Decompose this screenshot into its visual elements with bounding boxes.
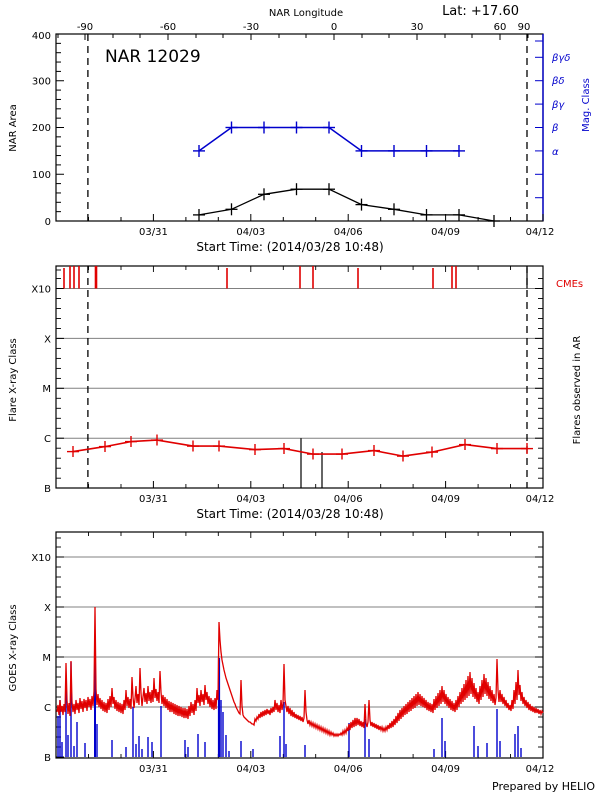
panel2-ytick-label: X10 bbox=[31, 285, 51, 296]
panel2-ytick-label: B bbox=[44, 484, 51, 495]
top-tick-label: 30 bbox=[411, 22, 424, 33]
panel2-ytick-label: M bbox=[42, 384, 51, 395]
panel1-xtick-label: 04/12 bbox=[526, 227, 555, 238]
panel3-xtick-label: 04/06 bbox=[334, 764, 363, 775]
panel1-right-ylabel: Mag. Class bbox=[581, 78, 592, 132]
panel1-y-ticks: 0 100 200 300 400 bbox=[32, 31, 64, 228]
nar-area-series bbox=[193, 183, 500, 227]
panel1-ytick-label: 400 bbox=[32, 31, 51, 42]
panel1-xtick-label: 04/06 bbox=[334, 227, 363, 238]
top-tick-label: -60 bbox=[160, 22, 176, 33]
top-tick-label: 0 bbox=[331, 22, 337, 33]
panel2-xtick-label: 04/03 bbox=[236, 494, 265, 505]
panel2-xtick-label: 04/06 bbox=[334, 494, 363, 505]
panel-goes-xray: B C M X X10 GOES X-ray Class bbox=[8, 531, 555, 775]
prepared-by-label: Prepared by HELIO bbox=[492, 780, 595, 793]
panel2-ytick-label: X bbox=[44, 335, 51, 346]
panel1-ytick-label: 0 bbox=[45, 217, 51, 228]
panel2-right-ylabel: Flares observed in AR bbox=[572, 336, 583, 445]
magclass-axis-label: β bbox=[551, 123, 559, 134]
panel2-ytick-label: C bbox=[44, 434, 51, 445]
top-tick-label: 90 bbox=[518, 22, 531, 33]
latitude-label: Lat: +17.60 bbox=[442, 4, 519, 19]
magclass-axis-label: α bbox=[552, 147, 559, 158]
panel3-ytick-label: M bbox=[42, 653, 51, 664]
panel3-xtick-label: 04/03 bbox=[236, 764, 265, 775]
panel2-xtick-label: 03/31 bbox=[139, 494, 168, 505]
panel-nar-area: Lat: +17.60 NAR Longitude -90 bbox=[8, 4, 592, 254]
panel2-xtick-label: 04/12 bbox=[526, 494, 555, 505]
panel3-xtick-label: 04/12 bbox=[526, 764, 555, 775]
panel2-xlabel: Start Time: (2014/03/28 10:48) bbox=[196, 507, 383, 521]
panel1-ytick-label: 100 bbox=[32, 170, 51, 181]
cme-ticks bbox=[63, 266, 528, 289]
top-tick-label: -30 bbox=[243, 22, 259, 33]
goes-flux-curve bbox=[56, 606, 544, 738]
panel1-xtick-label: 03/31 bbox=[139, 227, 168, 238]
panel1-ylabel: NAR Area bbox=[8, 104, 19, 151]
top-tick-label: -90 bbox=[77, 22, 93, 33]
panel3-xtick-label: 03/31 bbox=[139, 764, 168, 775]
panel3-xtick-label: 04/09 bbox=[431, 764, 460, 775]
panel3-gridlines bbox=[56, 556, 543, 708]
panel3-ytick-label: X bbox=[44, 603, 51, 614]
magclass-series bbox=[193, 121, 465, 157]
goes-flare-bars bbox=[57, 648, 522, 757]
panel1-x-ticks: 03/31 04/03 04/06 04/09 04/12 bbox=[88, 214, 555, 238]
panel3-ytick-label: B bbox=[44, 753, 51, 764]
panel1-top-ticks: -90 -60 -30 0 30 60 90 bbox=[57, 22, 531, 40]
panel1-xlabel: Start Time: (2014/03/28 10:48) bbox=[196, 240, 383, 254]
panel3-ytick-label: X10 bbox=[31, 553, 51, 564]
flare-class-series bbox=[67, 434, 533, 462]
panel3-plot-frame bbox=[55, 531, 544, 759]
panel1-ytick-label: 200 bbox=[32, 123, 51, 134]
magclass-axis-label: βγ bbox=[551, 100, 565, 111]
panel1-xtick-label: 04/09 bbox=[431, 227, 460, 238]
panel1-title: NAR 12029 bbox=[105, 47, 201, 67]
magclass-axis-label: βδ bbox=[551, 76, 565, 87]
panel2-ylabel: Flare X-ray Class bbox=[8, 338, 19, 422]
panel3-ylabel: GOES X-ray Class bbox=[8, 604, 19, 691]
cmes-legend-label: CMEs bbox=[556, 279, 583, 290]
panel2-xtick-label: 04/09 bbox=[431, 494, 460, 505]
magclass-axis-label: βγδ bbox=[551, 53, 570, 64]
panel1-xtick-label: 04/03 bbox=[236, 227, 265, 238]
panel2-right-ticks bbox=[535, 278, 543, 479]
top-tick-label: 60 bbox=[494, 22, 507, 33]
panel3-right-ticks bbox=[535, 546, 543, 748]
nar-longitude-axis-title: NAR Longitude bbox=[269, 8, 343, 19]
panel1-ytick-label: 300 bbox=[32, 77, 51, 88]
panel2-y-ticks bbox=[56, 269, 64, 489]
panel-flare-xray: B C M X X10 Flare X-ray Class CMEs bbox=[8, 265, 583, 521]
panel3-ytick-label: C bbox=[44, 703, 51, 714]
magclass-axis bbox=[535, 40, 543, 199]
